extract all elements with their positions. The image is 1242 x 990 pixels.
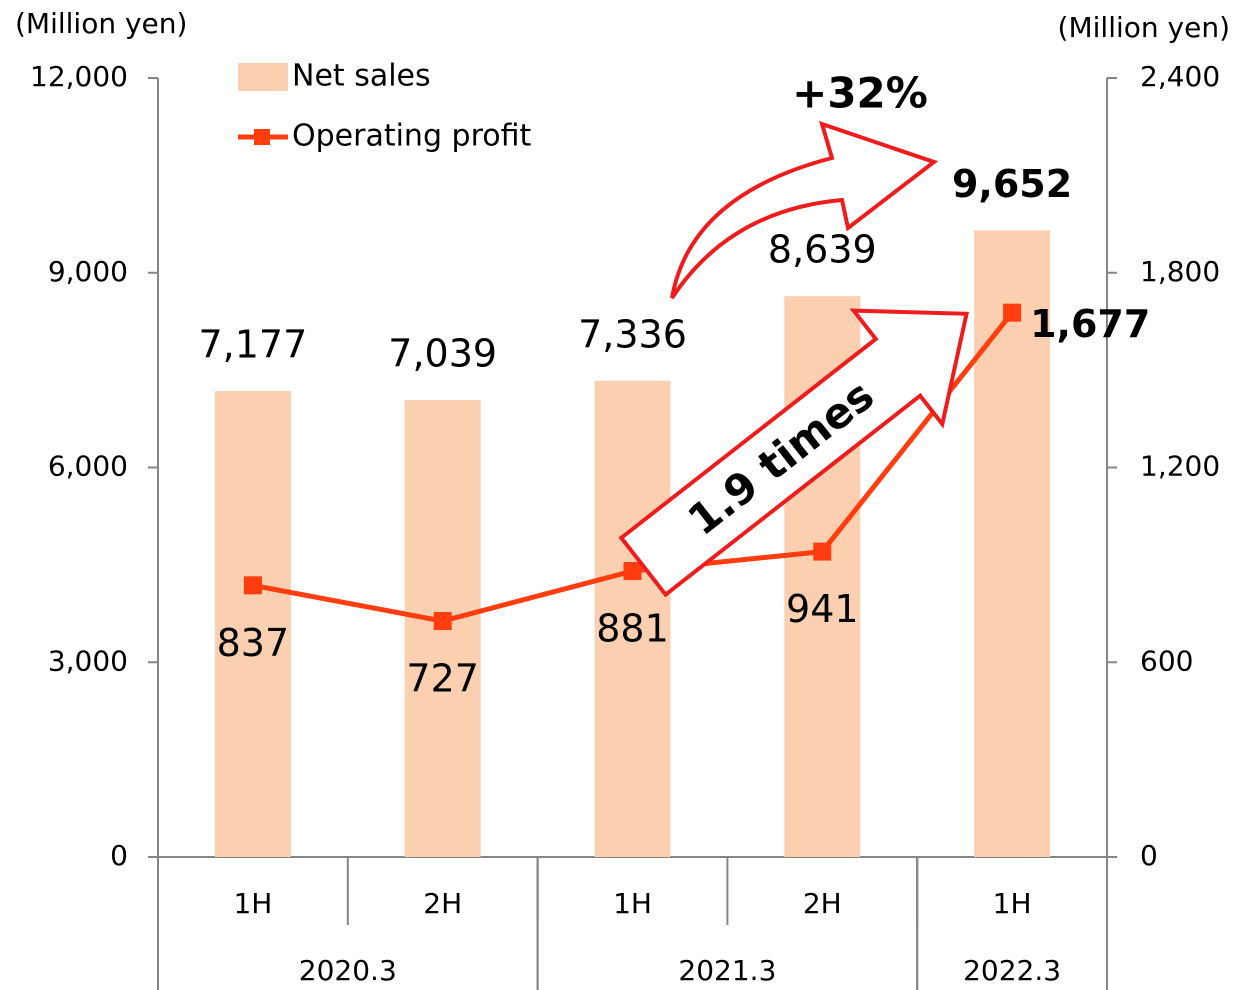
bar: [214, 391, 291, 857]
y-tick-label: 12,000: [30, 60, 128, 93]
data-label: 727: [406, 657, 479, 701]
y2-tick-label: 0: [1140, 839, 1158, 872]
plot: 0 3,000 6,000 9,000 12,000 0 600 1,200 1,800 2,40…: [30, 59, 1220, 990]
y2-axis-label: (Million yen): [1058, 11, 1230, 44]
group-label: 2022.3: [963, 954, 1061, 987]
y-tick-label: 3,000: [48, 644, 128, 677]
y-tick-label: 6,000: [48, 450, 128, 483]
data-label: 941: [786, 587, 859, 631]
y-axis-label: (Million yen): [15, 7, 187, 40]
x-tick-label: 1H: [613, 887, 652, 920]
x-tick-label: 1H: [993, 887, 1032, 920]
legend-swatch: [254, 129, 270, 145]
marker: [1003, 303, 1022, 322]
y2-tick-label: 1,800: [1140, 255, 1220, 288]
bar: [974, 230, 1051, 858]
y-tick-label: 9,000: [48, 255, 128, 288]
data-label: 7,039: [388, 332, 497, 376]
group-label: 2020.3: [299, 954, 397, 987]
y2-tick-label: 1,200: [1140, 450, 1220, 483]
legend-label: Net sales: [292, 59, 431, 94]
marker: [813, 542, 832, 561]
marker: [623, 562, 642, 581]
data-label: 7,177: [199, 323, 308, 367]
y2-tick-label: 600: [1140, 644, 1193, 677]
legend-label: Operating profit: [292, 119, 531, 154]
bar: [594, 380, 671, 857]
marker: [433, 612, 452, 631]
data-label: 7,336: [578, 312, 687, 356]
marker: [243, 576, 262, 595]
growth-arrow: [670, 120, 939, 300]
data-label: 8,639: [768, 228, 877, 272]
data-label: 881: [596, 607, 669, 651]
annotation: +32%: [792, 69, 928, 118]
x-tick-label: 2H: [423, 887, 462, 920]
x-tick-label: 2H: [803, 887, 842, 920]
growth-arrow: [618, 308, 970, 598]
group-label: 2021.3: [678, 954, 776, 987]
x-tick-label: 1H: [233, 887, 272, 920]
legend-swatch: [238, 63, 288, 91]
y-tick-label: 0: [110, 839, 128, 872]
data-label: 9,652: [952, 162, 1072, 206]
y2-tick-label: 2,400: [1140, 60, 1220, 93]
data-label: 837: [217, 621, 290, 665]
data-label: 1,677: [1030, 302, 1150, 346]
